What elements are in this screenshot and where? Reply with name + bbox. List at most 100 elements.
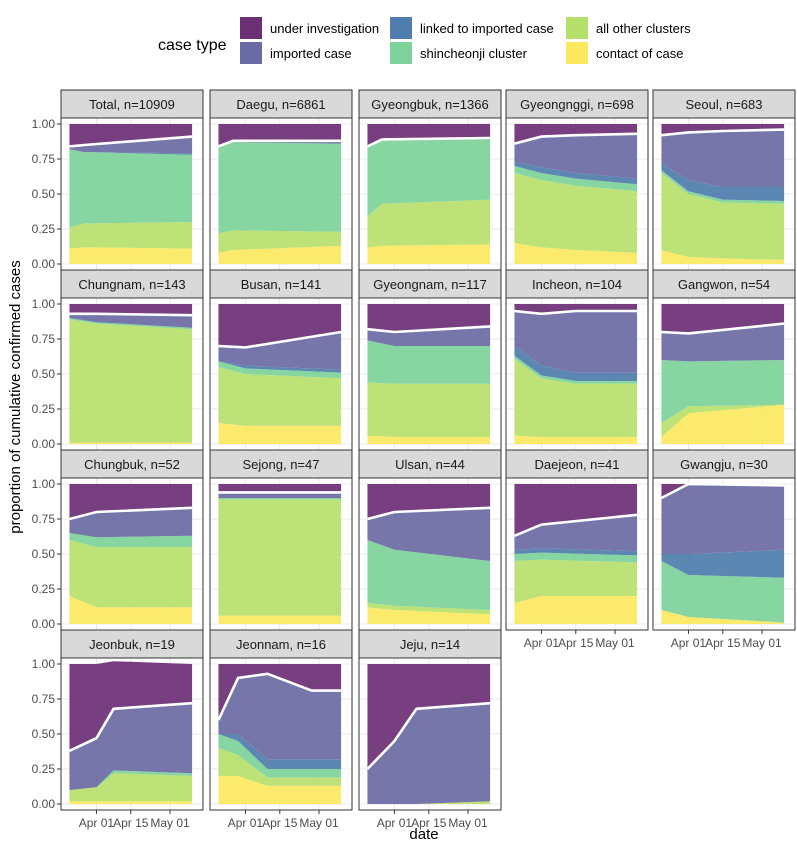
area-linked_to_imported_case: [514, 548, 638, 556]
known-source-line: [514, 309, 638, 316]
legend: case type under investigation imported ca…: [158, 17, 691, 64]
area-imported_case: [218, 140, 342, 147]
area-shincheonji_cluster: [69, 318, 193, 330]
area-under_investigation: [367, 124, 491, 147]
legend-swatch-all_other_clusters: [566, 17, 588, 39]
area-shincheonji_cluster: [218, 734, 342, 778]
area-contact_of_case: [661, 610, 785, 624]
facet-strip: [209, 629, 353, 659]
facet-strip: [358, 449, 502, 479]
area-imported_case: [514, 514, 638, 552]
panel-border: [209, 657, 353, 811]
facet-title: Busan, n=141: [241, 277, 322, 292]
legend-label-linked_to_imported_case: linked to imported case: [420, 21, 554, 36]
facet-panel: Daegu, n=6861: [209, 89, 353, 271]
x-axis-label: date: [409, 826, 438, 843]
facet-title: Ulsan, n=44: [395, 457, 465, 472]
area-linked_to_imported_case: [218, 361, 342, 373]
y-tick-label: 0.50: [32, 727, 56, 741]
area-imported_case: [661, 129, 785, 187]
area-contact_of_case: [218, 615, 342, 624]
y-tick-label: 0.00: [32, 257, 56, 271]
known-source-line: [660, 482, 785, 500]
legend-swatch-linked_to_imported_case: [390, 17, 412, 39]
y-tick-label: 0.25: [32, 582, 56, 596]
area-all_other_clusters: [514, 173, 638, 253]
area-imported_case: [514, 311, 638, 373]
known-source-line: [217, 139, 342, 148]
legend-swatch-under_investigation: [240, 17, 262, 39]
area-contact_of_case: [514, 243, 638, 264]
area-under_investigation: [514, 484, 638, 536]
area-imported_case: [367, 507, 491, 561]
known-source-line: [69, 506, 193, 521]
x-tick-label: May 01: [448, 816, 488, 830]
facet-panel: Busan, n=141: [209, 269, 353, 451]
area-contact_of_case: [218, 423, 342, 444]
area-contact_of_case: [218, 245, 342, 264]
area-linked_to_imported_case: [218, 734, 342, 769]
facet-title: Total, n=10909: [89, 97, 175, 112]
y-tick-label: 0.75: [32, 152, 56, 166]
known-source-line: [69, 312, 193, 317]
area-all_other_clusters: [661, 173, 785, 260]
area-all_other_clusters: [218, 367, 342, 426]
area-under_investigation: [69, 304, 193, 316]
area-shincheonji_cluster: [367, 340, 491, 384]
area-under_investigation: [367, 484, 491, 519]
area-all_other_clusters: [69, 222, 193, 249]
area-shincheonji_cluster: [218, 498, 342, 500]
x-tick-label: Apr 01: [524, 636, 560, 650]
x-tick-label: May 01: [150, 816, 190, 830]
y-axis-label: proportion of cumulative confirmed cases: [7, 260, 24, 533]
facet-strip: [60, 269, 204, 299]
area-imported_case: [218, 492, 342, 498]
panel-border: [505, 477, 649, 631]
area-shincheonji_cluster: [514, 355, 638, 384]
x-tick-label: Apr 15: [262, 816, 298, 830]
area-under_investigation: [69, 661, 193, 751]
area-under_investigation: [69, 484, 193, 519]
facet-title: Gyeongbuk, n=1366: [371, 97, 488, 112]
y-tick-label: 0.75: [32, 692, 56, 706]
y-tick-label: 0.50: [32, 547, 56, 561]
legend-label-under_investigation: under investigation: [270, 21, 379, 36]
facet-title: Jeonbuk, n=19: [89, 637, 175, 652]
area-contact_of_case: [367, 607, 491, 624]
area-shincheonji_cluster: [514, 552, 638, 563]
panel-border: [652, 477, 796, 631]
area-under_investigation: [514, 124, 638, 144]
x-tick-label: Apr 15: [411, 816, 447, 830]
area-contact_of_case: [514, 596, 638, 624]
y-tick-label: 0.75: [32, 512, 56, 526]
facet-panel: Gyeongnggi, n=698: [505, 89, 649, 271]
y-tick-label: 0.00: [32, 437, 56, 451]
facet-panel: Seoul, n=683: [652, 89, 796, 271]
x-tick-label: Apr 15: [705, 636, 741, 650]
facet-title: Gyeongnam, n=117: [373, 277, 487, 292]
facet-panel: Gyeongnam, n=117: [358, 269, 502, 451]
area-all_other_clusters: [367, 603, 491, 615]
area-linked_to_imported_case: [661, 163, 785, 201]
facet-title: Seoul, n=683: [686, 97, 763, 112]
facet-title: Daejeon, n=41: [535, 457, 620, 472]
known-source-line: [661, 322, 785, 335]
facet-strip: [358, 629, 502, 659]
area-all_other_clusters: [218, 499, 342, 616]
y-tick-label: 0.25: [32, 762, 56, 776]
area-contact_of_case: [367, 435, 491, 444]
area-shincheonji_cluster: [69, 149, 193, 228]
area-imported_case: [218, 673, 342, 760]
area-shincheonji_cluster: [367, 139, 491, 217]
area-contact_of_case: [514, 435, 638, 444]
facet-strip: [652, 89, 796, 119]
x-tick-label: Apr 01: [377, 816, 413, 830]
area-contact_of_case: [69, 442, 193, 444]
facet-title: Chungbuk, n=52: [84, 457, 180, 472]
known-source-line: [69, 135, 193, 148]
known-source-line: [217, 672, 342, 721]
